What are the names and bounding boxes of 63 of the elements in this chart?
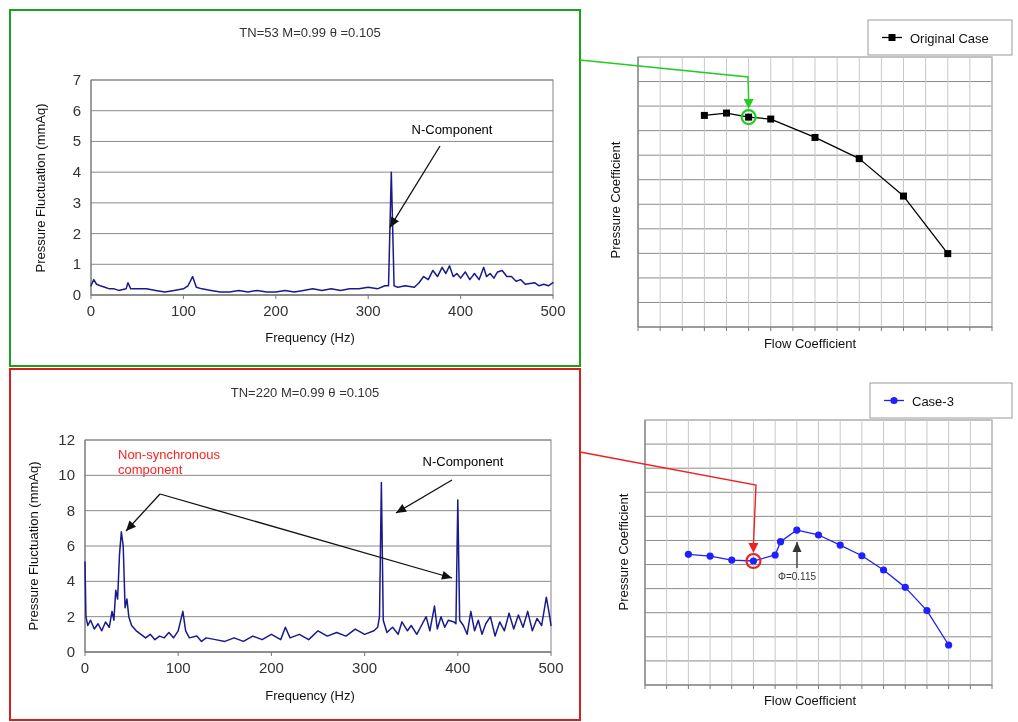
y-tick-label: 6 bbox=[72, 101, 81, 119]
legend-label: Case-3 bbox=[912, 393, 954, 409]
y-tick-label: 0 bbox=[66, 643, 75, 660]
point bbox=[728, 556, 736, 564]
y-tick-label: 0 bbox=[72, 286, 81, 303]
x-axis-title: Flow Coefficient bbox=[763, 336, 857, 351]
annotation: N-Component bbox=[422, 454, 504, 469]
x-tick-label: 300 bbox=[352, 659, 378, 676]
point bbox=[945, 641, 953, 649]
y-tick-label: 4 bbox=[66, 572, 75, 590]
point bbox=[901, 583, 909, 591]
point bbox=[684, 550, 692, 558]
y-tick-label: 5 bbox=[72, 132, 81, 150]
point bbox=[776, 538, 785, 546]
x-tick-label: 500 bbox=[538, 659, 564, 676]
x-axis-title: Frequency (Hz) bbox=[265, 688, 355, 703]
point bbox=[858, 552, 866, 560]
x-tick-label: 500 bbox=[540, 302, 566, 319]
y-axis-title: Pressure Fluctuation (mmAq) bbox=[33, 103, 48, 273]
point bbox=[706, 552, 714, 560]
x-tick-label: 0 bbox=[86, 302, 96, 319]
point bbox=[723, 109, 730, 117]
y-tick-label: 3 bbox=[72, 193, 81, 211]
x-tick-label: 400 bbox=[448, 302, 474, 319]
annotation: Non-synchronous component bbox=[118, 447, 221, 477]
y-tick-label: 6 bbox=[66, 537, 75, 554]
chart-title: TN=220 M=0.99 θ =0.105 bbox=[230, 385, 380, 400]
point bbox=[767, 115, 775, 123]
y-axis-title: Pressure Fluctuation (mmAq) bbox=[26, 461, 41, 631]
x-tick-label: 100 bbox=[165, 659, 191, 676]
y-tick-label: 8 bbox=[66, 501, 75, 519]
point bbox=[879, 566, 888, 574]
y-tick-label: 2 bbox=[72, 224, 81, 242]
y-tick-label: 12 bbox=[58, 431, 75, 448]
y-tick-label: 10 bbox=[58, 466, 75, 484]
point bbox=[814, 531, 823, 539]
line-series bbox=[84, 481, 552, 643]
x-axis-title: Flow Coefficient bbox=[763, 693, 857, 708]
x-tick-label: 400 bbox=[445, 659, 471, 676]
y-tick-label: 4 bbox=[72, 163, 81, 181]
x-tick-label: 200 bbox=[263, 302, 289, 319]
annotation: N-Component bbox=[411, 122, 493, 137]
y-tick-label: 1 bbox=[72, 255, 81, 273]
point bbox=[793, 526, 801, 534]
point bbox=[771, 551, 779, 559]
x-tick-label: 100 bbox=[170, 302, 196, 319]
point bbox=[836, 541, 844, 549]
x-axis-title: Frequency (Hz) bbox=[265, 330, 355, 345]
point bbox=[855, 155, 863, 163]
x-tick-label: 200 bbox=[258, 659, 284, 676]
y-axis-title: Pressure Coefficient bbox=[608, 141, 623, 259]
y-tick-label: 2 bbox=[66, 607, 75, 625]
legend-label: Original Case bbox=[910, 30, 989, 46]
point bbox=[923, 607, 931, 615]
point bbox=[900, 192, 907, 200]
y-tick-label: 7 bbox=[72, 71, 81, 88]
point bbox=[944, 250, 952, 258]
annotation: Φ=0.115 bbox=[777, 571, 817, 582]
chart-title: TN=53 M=0.99 θ =0.105 bbox=[239, 25, 381, 40]
point bbox=[811, 133, 819, 141]
y-axis-title: Pressure Coefficient bbox=[616, 493, 631, 611]
x-tick-label: 300 bbox=[355, 302, 381, 319]
point bbox=[700, 111, 708, 119]
